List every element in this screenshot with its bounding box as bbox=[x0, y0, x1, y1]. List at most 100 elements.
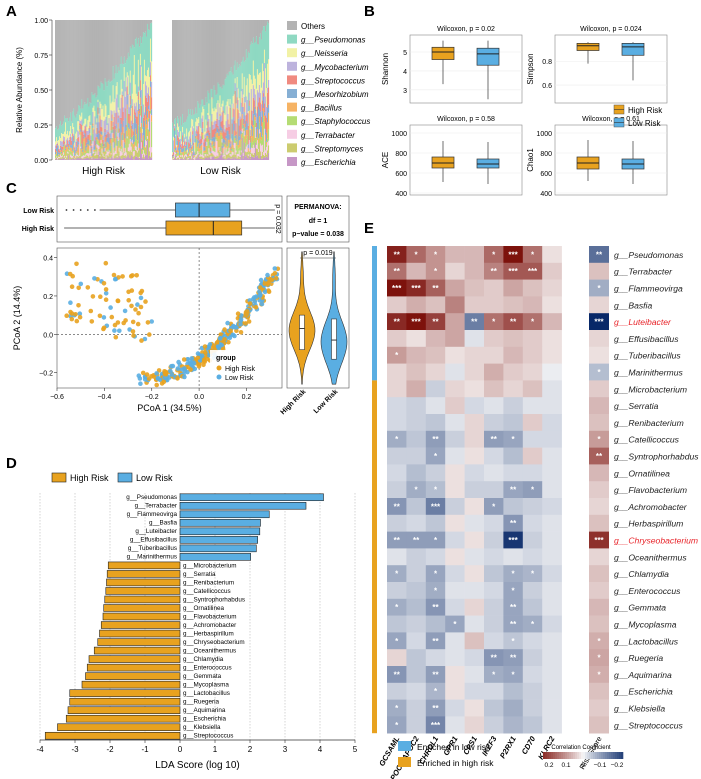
abundance-bar bbox=[210, 151, 212, 154]
abundance-bar bbox=[261, 151, 264, 159]
abundance-bar bbox=[143, 157, 146, 159]
abundance-bar bbox=[149, 62, 152, 76]
abundance-bar bbox=[227, 153, 229, 158]
abundance-bar bbox=[97, 145, 99, 155]
abundance-bar bbox=[260, 140, 263, 146]
abundance-bar bbox=[195, 135, 197, 139]
abundance-bar bbox=[232, 157, 234, 160]
colorbar-step bbox=[561, 752, 564, 759]
heat-cell-g-ornatilinea-chrdl1 bbox=[425, 464, 446, 482]
abundance-bar bbox=[263, 115, 266, 122]
abundance-bar bbox=[59, 154, 61, 157]
heat-cell-g-mycoplasma-apoc4-apoc2 bbox=[406, 615, 427, 633]
abundance-bar bbox=[230, 148, 232, 151]
abundance-bar bbox=[185, 155, 187, 157]
abundance-bar bbox=[232, 152, 234, 155]
legend-label-high-risk: High Risk bbox=[70, 473, 109, 483]
abundance-bar bbox=[125, 77, 127, 88]
abundance-bar-others bbox=[130, 20, 132, 49]
abundance-bar bbox=[132, 156, 134, 160]
abundance-bar-others bbox=[266, 20, 269, 22]
abundance-bar bbox=[173, 156, 175, 158]
y-tick-label: 0.25 bbox=[34, 123, 48, 130]
legend-label-g-neisseria: g__Neisseria bbox=[301, 49, 348, 58]
y-tick-label: −0.2 bbox=[39, 371, 53, 378]
abundance-bar bbox=[90, 103, 92, 126]
abundance-bar bbox=[211, 97, 213, 114]
colorbar-step bbox=[601, 752, 604, 759]
abundance-bar bbox=[120, 132, 122, 146]
abundance-bar bbox=[116, 138, 118, 147]
abundance-bar bbox=[182, 152, 184, 155]
abundance-bar bbox=[244, 60, 246, 103]
abundance-bar bbox=[136, 133, 138, 141]
abundance-bar bbox=[232, 74, 234, 97]
abundance-bar-others bbox=[61, 20, 63, 126]
abundance-bar bbox=[179, 139, 181, 140]
abundance-bar bbox=[202, 159, 204, 160]
abundance-bar bbox=[202, 121, 204, 129]
abundance-bar bbox=[213, 146, 215, 148]
abundance-bar bbox=[112, 121, 114, 127]
abundance-bar bbox=[102, 135, 104, 140]
heat-star: * bbox=[492, 250, 496, 259]
abundance-bar bbox=[254, 78, 257, 95]
heat-cell-g-syntrophorhabdus-ikzf3 bbox=[484, 447, 504, 465]
heat-cell-g-flammeovirga-ikzf3 bbox=[484, 279, 504, 297]
abundance-bar bbox=[58, 152, 60, 155]
abundance-bar bbox=[57, 141, 59, 143]
point-high-risk bbox=[243, 321, 248, 326]
abundance-bar bbox=[191, 156, 193, 159]
abundance-bar bbox=[238, 156, 240, 159]
heat-cell-g-ornatilinea-ikzf3 bbox=[484, 464, 504, 482]
abundance-bar bbox=[232, 149, 234, 153]
abundance-bar bbox=[185, 153, 187, 155]
metric-label-simpson: Simpson bbox=[526, 53, 535, 84]
heat-cell-g-ornatilinea-klrc2 bbox=[542, 464, 562, 482]
abundance-bar bbox=[86, 130, 88, 138]
test-label: Wilcoxon, p = 0.61 bbox=[582, 116, 640, 123]
abundance-bar bbox=[146, 110, 149, 118]
abundance-bar bbox=[129, 104, 131, 116]
heat-cell-g-tuberibacillus-cd70 bbox=[522, 346, 543, 364]
abundance-bar bbox=[113, 116, 115, 142]
abundance-bar bbox=[187, 156, 189, 158]
abundance-bar bbox=[150, 152, 153, 158]
abundance-bar bbox=[127, 75, 129, 95]
abundance-bar bbox=[225, 105, 227, 122]
point-high-risk bbox=[129, 303, 134, 309]
abundance-bar bbox=[132, 159, 134, 160]
abundance-bar bbox=[90, 157, 92, 160]
colorbar-step bbox=[597, 752, 600, 759]
lda-bar-g-klebsiella bbox=[57, 723, 181, 731]
abundance-bar bbox=[224, 144, 226, 150]
abundance-bar bbox=[255, 137, 258, 140]
abundance-bar bbox=[114, 73, 116, 99]
abundance-bar bbox=[108, 79, 110, 115]
abundance-bar bbox=[116, 155, 118, 158]
heat-cell-g-flavobacterium-klrc2 bbox=[542, 481, 562, 499]
abundance-bar bbox=[193, 128, 195, 143]
abundance-bar bbox=[122, 140, 124, 153]
heat-cell-g-marinithermus-gcsaml bbox=[387, 363, 407, 381]
abundance-bar bbox=[252, 37, 254, 61]
abundance-bar bbox=[188, 156, 190, 159]
colorbar-title: Correlation Coefficient bbox=[551, 745, 611, 751]
colorbar-tick: 0.1 bbox=[561, 762, 570, 769]
abundance-bar bbox=[214, 90, 216, 108]
abundance-bar bbox=[127, 135, 129, 148]
abundance-bar bbox=[62, 158, 64, 160]
heat-cell-g-aquimarina-cps1 bbox=[464, 666, 485, 684]
lda-label-g-aquimarina: g__Aquimarina bbox=[183, 707, 226, 714]
abundance-bar bbox=[211, 147, 213, 153]
abundance-bar bbox=[148, 29, 151, 77]
abundance-bar bbox=[208, 103, 210, 119]
abundance-bar-others bbox=[62, 20, 64, 125]
colorbar-step bbox=[565, 752, 568, 759]
abundance-bar bbox=[255, 127, 258, 138]
abundance-bar bbox=[111, 120, 113, 127]
abundance-bar bbox=[80, 131, 82, 135]
abundance-bar-others bbox=[140, 20, 143, 44]
abundance-bar bbox=[237, 159, 239, 160]
abundance-bar bbox=[251, 120, 253, 127]
